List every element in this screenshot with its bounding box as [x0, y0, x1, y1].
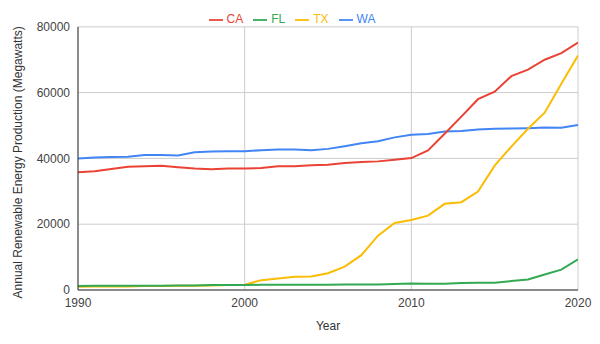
svg-text:20000: 20000	[37, 217, 71, 231]
svg-text:2000: 2000	[231, 296, 258, 310]
svg-text:1990: 1990	[65, 296, 92, 310]
svg-text:2010: 2010	[398, 296, 425, 310]
svg-text:60000: 60000	[37, 86, 71, 100]
html-text:WA: WA	[356, 12, 376, 26]
svg-text:0: 0	[63, 283, 70, 297]
svg-text:2020: 2020	[565, 296, 592, 310]
svg-text:40000: 40000	[37, 152, 71, 166]
svg-text:80000: 80000	[37, 20, 71, 34]
html-text:TX: TX	[313, 12, 329, 26]
svg-text:Annual Renewable Energy Produc: Annual Renewable Energy Production (Mega…	[11, 26, 25, 298]
html-text:CA: CA	[226, 12, 244, 26]
svg-text:Year: Year	[316, 319, 340, 333]
html-text:FL: FL	[271, 12, 286, 26]
